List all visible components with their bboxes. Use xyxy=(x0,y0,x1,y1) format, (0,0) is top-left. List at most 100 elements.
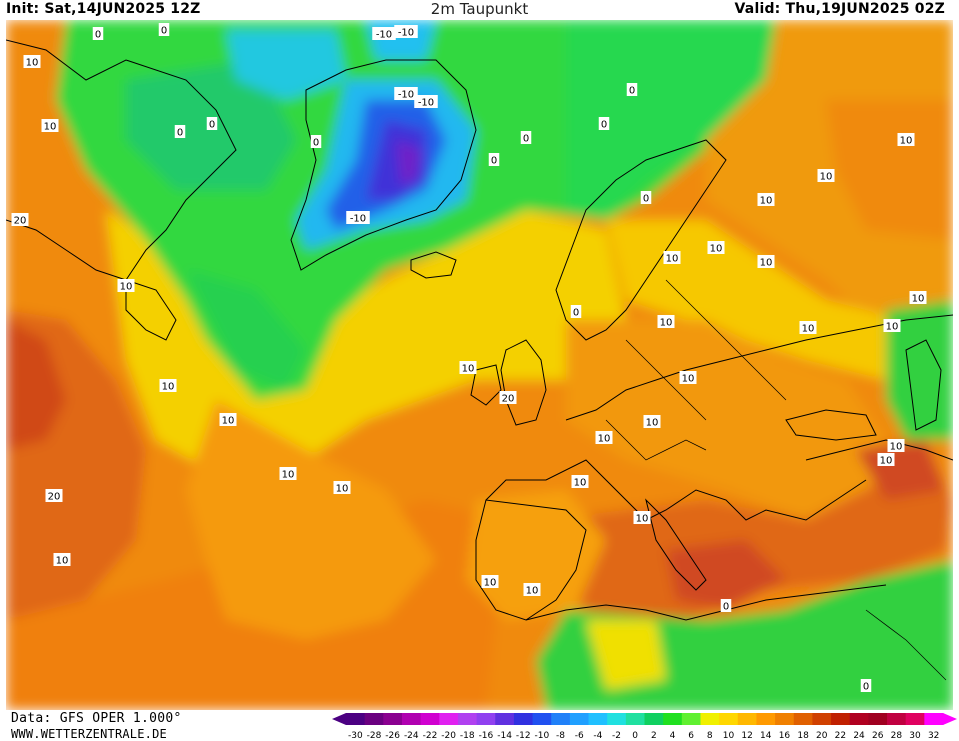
colorbar-swatch xyxy=(401,713,422,725)
contour-label: 10 xyxy=(643,415,661,429)
colorbar-swatch xyxy=(588,713,608,725)
colorbar-swatch xyxy=(924,713,944,725)
contour-label-box xyxy=(679,371,697,384)
contour-label: 10 xyxy=(909,291,927,305)
colorbar-swatch xyxy=(346,713,366,725)
contour-label: 10 xyxy=(757,255,775,269)
contour-label-text: 0 xyxy=(209,120,215,131)
contour-label: 0 xyxy=(570,305,582,319)
colorbar-swatch xyxy=(644,713,664,725)
colorbar-tick-label: 2 xyxy=(651,731,657,741)
colorbar-tick-label: -2 xyxy=(612,731,621,741)
contour-label-text: -10 xyxy=(398,90,414,101)
colorbar-arrow-low xyxy=(332,713,346,725)
contour-label-text: 0 xyxy=(601,120,607,131)
contour-label-text: 10 xyxy=(710,244,723,255)
colorbar-tick-label: 12 xyxy=(741,731,752,741)
contour-label-box xyxy=(570,305,582,318)
coastlines xyxy=(6,39,953,681)
contour-label: 0 xyxy=(720,599,732,613)
colorbar-swatch xyxy=(775,713,795,725)
colorbar-tick-label: -24 xyxy=(404,731,419,741)
contour-label: 10 xyxy=(279,467,297,481)
colorbar-tick-label: -28 xyxy=(367,731,382,741)
colorbar-swatch xyxy=(551,713,571,725)
contour-label: 10 xyxy=(707,241,725,255)
dewpoint-field xyxy=(6,20,953,710)
colorbar-tick-label: -12 xyxy=(516,731,531,741)
contour-label-box xyxy=(53,553,71,566)
contour-label-box xyxy=(640,191,652,204)
contour-label-text: 10 xyxy=(760,258,773,269)
colorbar-tick-label: -14 xyxy=(497,731,512,741)
colorbar-tick-label: 14 xyxy=(760,731,772,741)
contour-label-box xyxy=(757,193,775,206)
colorbar-tick-label: 8 xyxy=(707,731,713,741)
contour-label: 10 xyxy=(633,511,651,525)
contour-label-text: 10 xyxy=(646,418,659,429)
colorbar-swatch xyxy=(681,713,701,725)
colorbar-tick-label: -4 xyxy=(593,731,602,741)
colorbar-swatch xyxy=(383,713,403,725)
contour-label-box xyxy=(45,489,63,502)
contour-label: 10 xyxy=(679,371,697,385)
contour-label-text: 10 xyxy=(162,382,175,393)
contour-label-text: 10 xyxy=(802,324,815,335)
contour-label-box xyxy=(310,135,322,148)
contour-label-box xyxy=(643,415,661,428)
colorbar-swatch xyxy=(439,713,459,725)
contour-label: 0 xyxy=(860,679,872,693)
contour-label: -10 xyxy=(372,27,396,41)
contour-label-text: 0 xyxy=(573,308,579,319)
contour-label-text: 20 xyxy=(14,216,27,227)
contour-label: 0 xyxy=(158,23,170,37)
colorbar-tick-label: -10 xyxy=(535,731,550,741)
contour-label-box xyxy=(481,575,499,588)
colorbar-swatch xyxy=(364,713,384,725)
init-time: Init: Sat,14JUN2025 12Z xyxy=(6,1,201,17)
contour-label-text: 10 xyxy=(336,484,349,495)
dewpoint-map[interactable]: 0 0 -10 -10 -10 -10 -10 10 10 10 20 20 10 10 10 10 10 20 1… xyxy=(6,20,953,710)
contour-label-text: 10 xyxy=(120,282,133,293)
contour-label-text: 10 xyxy=(526,586,539,597)
colorbar-tick-label: -20 xyxy=(441,731,456,741)
colorbar-swatch xyxy=(569,713,590,725)
colorbar-tick-label: 24 xyxy=(853,731,865,741)
contour-label-box xyxy=(520,131,532,144)
contour-label: 10 xyxy=(41,119,59,133)
colorbar-tick-label: -6 xyxy=(575,731,584,741)
colorbar-tick-label: 4 xyxy=(670,731,676,741)
contour-label-box xyxy=(41,119,59,132)
map-header: Init: Sat,14JUN2025 12Z 2m Taupunkt Vali… xyxy=(0,0,959,20)
contour-label: 20 xyxy=(499,391,517,405)
contour-label-box xyxy=(206,117,218,130)
colorbar-arrow-high xyxy=(943,713,957,725)
colorbar-tick-label: -30 xyxy=(348,731,363,741)
contour-label-text: -10 xyxy=(350,214,366,225)
contour-label-text: 10 xyxy=(222,416,235,427)
colorbar-tick-label: -26 xyxy=(385,731,400,741)
contour-label-box xyxy=(909,291,927,304)
colorbar-tick-label: 28 xyxy=(891,731,903,741)
contour-label-box xyxy=(11,213,29,226)
contour-label: 20 xyxy=(45,489,63,503)
contour-label: 10 xyxy=(459,361,477,375)
contour-label: 0 xyxy=(626,83,638,97)
colorbar-tick-label: 6 xyxy=(688,731,694,741)
contour-label: 0 xyxy=(92,27,104,41)
contour-label-box xyxy=(883,319,901,332)
contour-label-box xyxy=(414,95,438,108)
contour-label-box xyxy=(817,169,835,182)
contour-label-box xyxy=(887,439,905,452)
colorbar-tick-label: 18 xyxy=(797,731,809,741)
contour-label-box xyxy=(499,391,517,404)
contour-label-box xyxy=(720,599,732,612)
contour-label-text: 10 xyxy=(900,136,913,147)
contour-label-text: 10 xyxy=(636,514,649,525)
contour-label-text: 10 xyxy=(598,434,611,445)
colorbar-tick-label: -22 xyxy=(423,731,438,741)
contour-label-box xyxy=(626,83,638,96)
contour-label: -10 xyxy=(394,87,418,101)
colorbar-swatch xyxy=(905,713,925,725)
contour-label: -10 xyxy=(394,25,418,39)
